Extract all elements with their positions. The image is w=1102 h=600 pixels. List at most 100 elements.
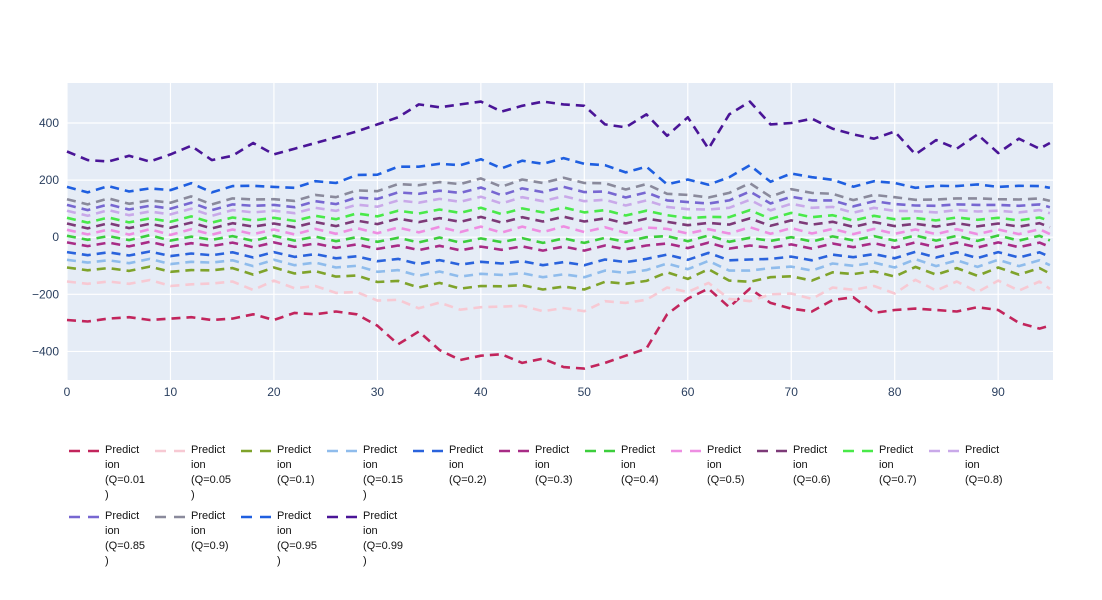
legend-label-line: ): [105, 555, 109, 567]
legend-item-q0.01[interactable]: Predict ion (Q=0.01): [68, 443, 154, 503]
legend-label-line: Predict: [105, 510, 140, 522]
series-line-q0.3: [66, 240, 1051, 252]
x-tick-label: 80: [888, 385, 902, 399]
legend-dash-sample-icon: [241, 515, 271, 519]
legend-dash-sample-icon: [69, 515, 99, 519]
legend-label-line: (Q=0.7): [879, 474, 917, 486]
legend-item-label: Predict ion (Q=0.3): [535, 443, 573, 488]
series-line-q0.85: [66, 185, 1051, 212]
legend-item-q0.99[interactable]: Predict ion (Q=0.99): [326, 509, 412, 569]
legend-dash-sample-icon: [155, 515, 185, 519]
legend-label-line: ion: [191, 525, 206, 537]
x-tick-label: 20: [267, 385, 281, 399]
legend-label-line: ion: [105, 525, 120, 537]
quantile-prediction-chart: 0 10 20 30 40 50 60 70 80 90 −400 −200 0 200 400: [32, 83, 1053, 399]
legend-label-line: Predict: [105, 444, 140, 456]
legend-label-line: Predict: [449, 444, 484, 456]
legend-item-q0.5[interactable]: Predict ion (Q=0.5): [670, 443, 756, 503]
x-tick-label: 70: [785, 385, 799, 399]
legend-label-line: Predict: [965, 444, 1000, 456]
legend-label-line: (Q=0.15: [363, 474, 404, 486]
series-line-q0.9: [66, 176, 1051, 206]
legend-label-line: Predict: [277, 444, 312, 456]
series-line-q0.5: [66, 225, 1051, 237]
legend-dash-sample-icon: [843, 449, 873, 453]
legend-label-line: ion: [363, 525, 378, 537]
legend-item-q0.95[interactable]: Predict ion (Q=0.95): [240, 509, 326, 569]
y-tick-label: −200: [32, 287, 59, 301]
legend-item-label: Predict ion (Q=0.2): [449, 443, 487, 488]
legend-label-line: ): [191, 489, 195, 501]
legend-label-line: Predict: [793, 444, 828, 456]
legend-item-label: Predict ion (Q=0.7): [879, 443, 917, 488]
legend-label-line: (Q=0.95: [277, 540, 318, 552]
legend-label-line: (Q=0.85: [105, 540, 146, 552]
legend-dash-sample-icon: [671, 449, 701, 453]
series-line-q0.15: [66, 257, 1051, 279]
legend-item-label: Predict ion (Q=0.01): [105, 443, 145, 503]
legend-label-line: (Q=0.8): [965, 474, 1003, 486]
legend-item-q0.15[interactable]: Predict ion (Q=0.15): [326, 443, 412, 503]
legend-label-line: ion: [277, 459, 292, 471]
legend-dash-sample-icon: [413, 449, 443, 453]
legend-item-q0.2[interactable]: Predict ion (Q=0.2): [412, 443, 498, 503]
legend-label-line: Predict: [535, 444, 570, 456]
legend-item-label: Predict ion (Q=0.5): [707, 443, 745, 488]
legend-label-line: ion: [191, 459, 206, 471]
legend-label-line: Predict: [363, 444, 398, 456]
legend-label-line: (Q=0.1): [277, 474, 315, 486]
legend-label-line: ion: [965, 459, 980, 471]
y-tick-label: −400: [32, 344, 59, 358]
legend-label-line: ion: [449, 459, 464, 471]
legend-label-line: (Q=0.4): [621, 474, 659, 486]
x-tick-label: 10: [164, 385, 178, 399]
legend-item-label: Predict ion (Q=0.85): [105, 509, 145, 569]
legend-item-label: Predict ion (Q=0.6): [793, 443, 831, 488]
legend-label-line: ion: [535, 459, 550, 471]
legend-label-line: Predict: [707, 444, 742, 456]
series-line-q0.1: [66, 265, 1051, 291]
legend-label-line: ): [363, 489, 367, 501]
legend-item-q0.1[interactable]: Predict ion (Q=0.1): [240, 443, 326, 503]
legend-item-q0.7[interactable]: Predict ion (Q=0.7): [842, 443, 928, 503]
legend-label-line: ): [363, 555, 367, 567]
legend-item-q0.85[interactable]: Predict ion (Q=0.85): [68, 509, 154, 569]
x-tick-label: 90: [991, 385, 1005, 399]
legend-label-line: (Q=0.01: [105, 474, 146, 486]
legend-item-label: Predict ion (Q=0.8): [965, 443, 1003, 488]
legend-label-line: Predict: [191, 510, 226, 522]
legend-label-line: (Q=0.99: [363, 540, 404, 552]
legend-item-q0.6[interactable]: Predict ion (Q=0.6): [756, 443, 842, 503]
legend: Predict ion (Q=0.01) Predict ion (Q=0.05) Pred…: [68, 443, 1030, 575]
x-tick-label: 60: [681, 385, 695, 399]
x-tick-label: 40: [474, 385, 488, 399]
series-line-q0.95: [66, 156, 1051, 194]
legend-item-q0.9[interactable]: Predict ion (Q=0.9): [154, 509, 240, 569]
series-line-q0.6: [66, 215, 1051, 230]
legend-item-label: Predict ion (Q=0.95): [277, 509, 317, 569]
legend-label-line: ion: [707, 459, 722, 471]
series-line-q0.7: [66, 206, 1051, 224]
legend-dash-sample-icon: [241, 449, 271, 453]
legend-item-label: Predict ion (Q=0.4): [621, 443, 659, 488]
legend-item-label: Predict ion (Q=0.9): [191, 509, 229, 554]
legend-item-q0.8[interactable]: Predict ion (Q=0.8): [928, 443, 1014, 503]
series-line-q0.01: [66, 287, 1051, 370]
legend-label-line: ion: [277, 525, 292, 537]
series-line-q0.99: [66, 100, 1051, 163]
x-tick-label: 50: [578, 385, 592, 399]
legend-item-q0.05[interactable]: Predict ion (Q=0.05): [154, 443, 240, 503]
legend-item-label: Predict ion (Q=0.99): [363, 509, 403, 569]
legend-dash-sample-icon: [757, 449, 787, 453]
legend-item-q0.3[interactable]: Predict ion (Q=0.3): [498, 443, 584, 503]
legend-label-line: ): [277, 555, 281, 567]
legend-item-q0.4[interactable]: Predict ion (Q=0.4): [584, 443, 670, 503]
legend-label-line: Predict: [621, 444, 656, 456]
legend-label-line: (Q=0.6): [793, 474, 831, 486]
legend-label-line: (Q=0.9): [191, 540, 229, 552]
legend-label-line: ion: [363, 459, 378, 471]
legend-label-line: (Q=0.2): [449, 474, 487, 486]
y-tick-label: 0: [52, 230, 59, 244]
legend-dash-sample-icon: [327, 515, 357, 519]
